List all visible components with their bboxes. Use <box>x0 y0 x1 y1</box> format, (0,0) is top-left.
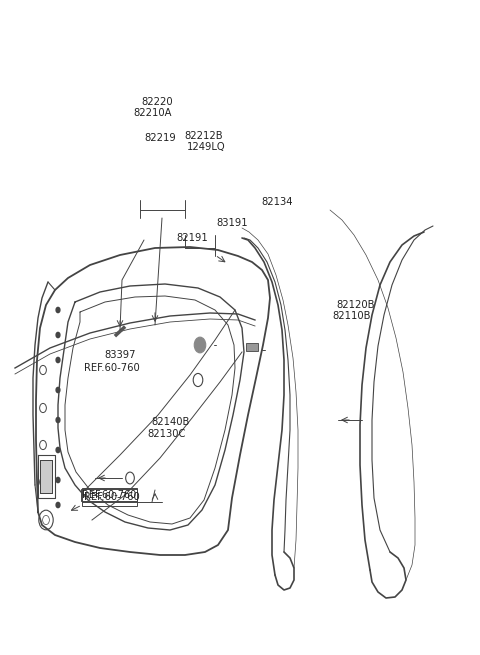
FancyBboxPatch shape <box>246 343 258 351</box>
Text: 1249LQ: 1249LQ <box>187 142 226 153</box>
Bar <box>82 488 137 506</box>
Text: 82110B: 82110B <box>332 311 371 322</box>
Text: 83397: 83397 <box>105 350 136 360</box>
Circle shape <box>56 387 60 392</box>
Text: 82220: 82220 <box>142 96 173 107</box>
Text: 82191: 82191 <box>177 233 208 243</box>
Text: 82134: 82134 <box>262 196 293 207</box>
Circle shape <box>56 477 60 483</box>
Text: REF.60-760: REF.60-760 <box>84 363 140 373</box>
Circle shape <box>56 447 60 453</box>
Text: REF.60-760: REF.60-760 <box>84 492 140 502</box>
Text: 82219: 82219 <box>144 132 176 143</box>
Circle shape <box>56 332 60 337</box>
Text: 82120B: 82120B <box>336 299 374 310</box>
Text: 83191: 83191 <box>216 217 248 228</box>
Circle shape <box>194 337 206 353</box>
Text: 82212B: 82212B <box>185 130 223 141</box>
Polygon shape <box>40 460 52 493</box>
Circle shape <box>56 307 60 312</box>
Text: 82140B: 82140B <box>151 417 190 428</box>
Text: 82210A: 82210A <box>133 107 172 118</box>
Circle shape <box>56 502 60 508</box>
Text: REF.60-760: REF.60-760 <box>82 490 136 500</box>
Text: 82130C: 82130C <box>147 429 186 440</box>
Circle shape <box>56 417 60 422</box>
Circle shape <box>56 358 60 363</box>
